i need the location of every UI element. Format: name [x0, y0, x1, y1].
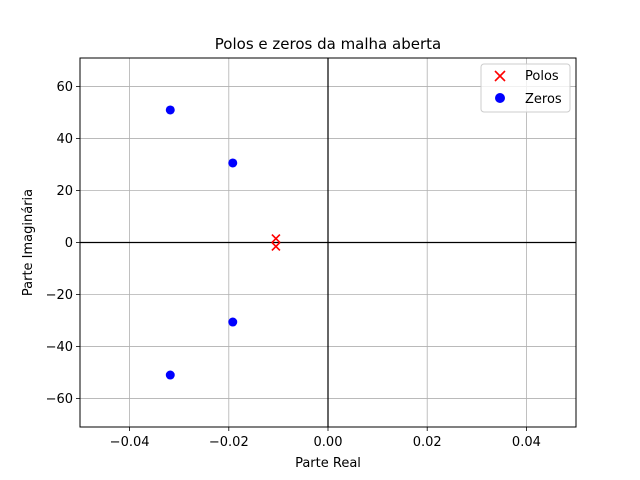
zero-marker — [228, 317, 238, 327]
x-tick-label: 0.02 — [413, 435, 442, 450]
x-tick-label: 0.00 — [314, 435, 343, 450]
legend-label-polos: Polos — [525, 69, 559, 84]
data-points — [165, 105, 281, 380]
x-tick-label: 0.04 — [512, 435, 541, 450]
y-tick-label: 40 — [56, 132, 73, 147]
legend-marker-polos — [494, 70, 506, 82]
legend-marker-zeros — [495, 93, 505, 103]
zero-marker — [165, 105, 175, 115]
zero-marker — [165, 370, 175, 380]
y-tick-label: −60 — [46, 392, 73, 407]
y-tick-label: −40 — [46, 340, 73, 355]
y-tick-label: 20 — [56, 184, 73, 199]
y-axis-ticks: −60 −40 −20 0 20 40 60 — [46, 80, 80, 407]
pole-marker — [271, 241, 281, 251]
y-tick-label: 0 — [65, 236, 73, 251]
reference-lines — [80, 58, 576, 427]
legend: Polos Zeros — [480, 63, 571, 113]
legend-label-zeros: Zeros — [525, 92, 562, 107]
x-tick-label: −0.04 — [110, 435, 150, 450]
y-axis-label: Parte Imaginária — [21, 189, 36, 296]
x-axis-ticks: −0.04 −0.02 0.00 0.02 0.04 — [110, 427, 541, 450]
pole-marker — [271, 234, 281, 244]
x-axis-label: Parte Real — [295, 456, 361, 471]
x-tick-label: −0.02 — [209, 435, 249, 450]
y-tick-label: −20 — [46, 288, 73, 303]
zero-marker — [228, 158, 238, 168]
chart-title: Polos e zeros da malha aberta — [215, 35, 441, 53]
y-tick-label: 60 — [56, 80, 73, 95]
